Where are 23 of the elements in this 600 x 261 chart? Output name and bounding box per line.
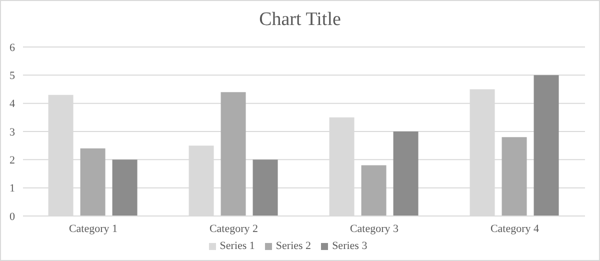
y-tick-label: 4 [10, 98, 16, 110]
chart-title: Chart Title [258, 9, 342, 31]
y-tick-label: 5 [10, 70, 16, 82]
bar [220, 92, 246, 216]
y-tick-label: 2 [10, 154, 15, 167]
bar [393, 132, 418, 216]
legend-label: Series 2 [276, 240, 312, 252]
x-tick-label: Category 2 [209, 222, 258, 235]
y-tick-label: 3 [10, 126, 16, 138]
bar [502, 137, 527, 216]
bar [252, 160, 278, 216]
y-tick-label: 1 [10, 182, 15, 195]
x-tick-label: Category 1 [68, 222, 118, 235]
x-tick-label: Category 4 [490, 222, 540, 235]
bar [112, 160, 138, 216]
legend-label: Series 1 [220, 240, 255, 252]
bar [361, 165, 386, 216]
x-tick-label: Category 3 [350, 222, 400, 235]
bar [80, 148, 106, 216]
bar [534, 75, 559, 216]
y-tick-label: 0 [10, 210, 16, 223]
y-tick-label: 6 [10, 42, 16, 54]
legend-label: Series 3 [332, 240, 368, 252]
